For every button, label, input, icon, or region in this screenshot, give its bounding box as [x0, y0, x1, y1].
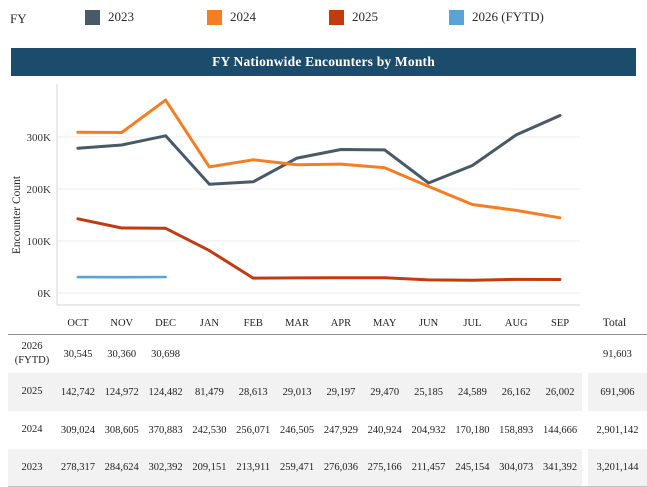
column-header-sep: SEP	[551, 317, 570, 329]
series-line-2024[interactable]	[76, 98, 562, 220]
month-value-cell: 144,666	[543, 424, 578, 436]
table-header-row: OCT NOV DEC JAN FEB MAR APR MAY JUN JUL AUG SEP Tota…	[8, 312, 647, 335]
month-value-cell: 242,530	[192, 424, 227, 436]
month-value-cell: 275,166	[367, 462, 402, 473]
month-value-cell: 213,911	[236, 462, 271, 473]
total-value-cell: 91,603	[581, 335, 647, 373]
month-value-cell: 25,185	[414, 386, 443, 398]
month-value-cell: 245,154	[455, 462, 490, 473]
fy-legend: FY 2023 2024 2025 2026 (FYTD)	[0, 0, 647, 46]
month-value-cell: 211,457	[411, 462, 446, 473]
month-value-cell: 29,470	[370, 386, 400, 398]
month-value-cell: 308,605	[104, 424, 139, 436]
column-header-apr: APR	[330, 317, 352, 329]
month-value-cell: 256,071	[236, 424, 271, 436]
y-tick-label: 200K	[27, 184, 52, 196]
chart-title: FY Nationwide Encounters by Month	[212, 54, 435, 69]
legend-swatch-icon	[329, 9, 344, 25]
table-row-2025: 2025 142,742 124,972 124,482 81,479 28,613 29,…	[8, 373, 647, 411]
row-label: 2024	[21, 424, 43, 436]
month-value-cell: 309,024	[60, 424, 95, 436]
month-value-cell: 302,392	[148, 462, 183, 473]
month-value-cell: 284,624	[104, 462, 139, 473]
y-axis-title: Encounter Count	[11, 175, 23, 254]
month-value-cell: 370,883	[148, 424, 183, 436]
legend-item-2026-fytd-[interactable]: 2026 (FYTD)	[449, 9, 544, 25]
legend-item-2023[interactable]: 2023	[85, 9, 134, 25]
month-value-cell: 124,482	[148, 386, 183, 398]
chart-title-bar: FY Nationwide Encounters by Month	[11, 48, 636, 76]
row-label: 2025	[21, 386, 43, 398]
month-value-cell: 124,972	[104, 386, 139, 398]
column-header-aug: AUG	[504, 317, 528, 329]
month-value-cell: 259,471	[280, 462, 315, 473]
column-header-jul: JUL	[463, 317, 482, 329]
column-header-dec: DEC	[155, 317, 177, 329]
table-row-2023: 2023 278,317 284,624 302,392 209,151 213,911 2…	[8, 449, 647, 487]
column-header-may: MAY	[372, 317, 397, 329]
row-label: 2023	[21, 461, 43, 473]
total-value-cell: 3,201,144	[581, 449, 647, 486]
column-header-oct: OCT	[67, 317, 89, 329]
row-label: 2026 (FYTD)	[14, 341, 50, 366]
month-value-cell: 209,151	[192, 462, 227, 473]
legend-item-2024[interactable]: 2024	[207, 9, 256, 25]
legend-item-2025[interactable]: 2025	[329, 9, 378, 25]
month-value-cell: 240,924	[367, 424, 402, 436]
series-line-2023[interactable]	[76, 114, 562, 186]
month-value-cell: 170,180	[455, 424, 490, 436]
legend-item-label: 2026 (FYTD)	[472, 9, 544, 24]
legend-swatch-icon	[449, 9, 464, 25]
month-value-cell: 158,893	[499, 424, 534, 436]
month-value-cell: 81,479	[194, 386, 224, 398]
month-value-cell: 30,360	[107, 348, 137, 360]
month-value-cell: 247,929	[323, 424, 358, 436]
month-value-cell: 246,505	[280, 424, 315, 436]
month-value-cell: 29,013	[282, 386, 312, 398]
y-tick-label: 100K	[27, 236, 52, 248]
month-value-cell: 276,036	[323, 462, 358, 473]
month-value-cell: 24,589	[457, 386, 487, 398]
column-header-jan: JAN	[199, 317, 220, 329]
y-tick-label: 300K	[27, 132, 52, 144]
total-value-cell: 2,901,142	[581, 411, 647, 449]
month-value-cell: 30,545	[63, 348, 93, 360]
month-value-cell: 278,317	[60, 462, 95, 473]
encounters-line-chart[interactable]: 300K 200K 100K 0K Encounter Count	[0, 78, 647, 314]
legend-title: FY	[10, 11, 27, 26]
legend-swatch-icon	[207, 9, 222, 25]
month-value-cell: 28,613	[238, 386, 268, 398]
month-value-cell: 30,698	[151, 348, 180, 360]
column-header-mar: MAR	[285, 317, 310, 329]
total-value-cell: 691,906	[581, 373, 647, 411]
table-row-2024: 2024 309,024 308,605 370,883 242,530 256,071 2…	[8, 411, 647, 449]
month-value-cell: 26,162	[501, 386, 531, 398]
encounters-data-table: OCT NOV DEC JAN FEB MAR APR MAY JUN JUL AUG SEP Tota…	[8, 312, 647, 487]
column-header-total: Total	[602, 317, 627, 329]
legend-item-label: 2023	[108, 9, 134, 24]
month-value-cell: 26,002	[545, 386, 575, 398]
series-line-2025[interactable]	[76, 217, 562, 282]
table-row-2026-fytd-: 2026 (FYTD) 30,545 30,360 30,698 91,603	[8, 335, 647, 373]
column-header-jun: JUN	[418, 317, 439, 329]
column-header-nov: NOV	[110, 317, 134, 329]
legend-swatch-icon	[85, 9, 100, 25]
month-value-cell: 142,742	[60, 386, 95, 398]
month-value-cell: 304,073	[499, 462, 534, 473]
legend-item-label: 2024	[230, 9, 256, 24]
column-header-feb: FEB	[243, 317, 263, 329]
legend-item-label: 2025	[352, 9, 378, 24]
month-value-cell: 341,392	[543, 462, 578, 473]
y-tick-label: 0K	[38, 288, 52, 300]
month-value-cell: 29,197	[326, 386, 356, 398]
month-value-cell: 204,932	[411, 424, 446, 436]
